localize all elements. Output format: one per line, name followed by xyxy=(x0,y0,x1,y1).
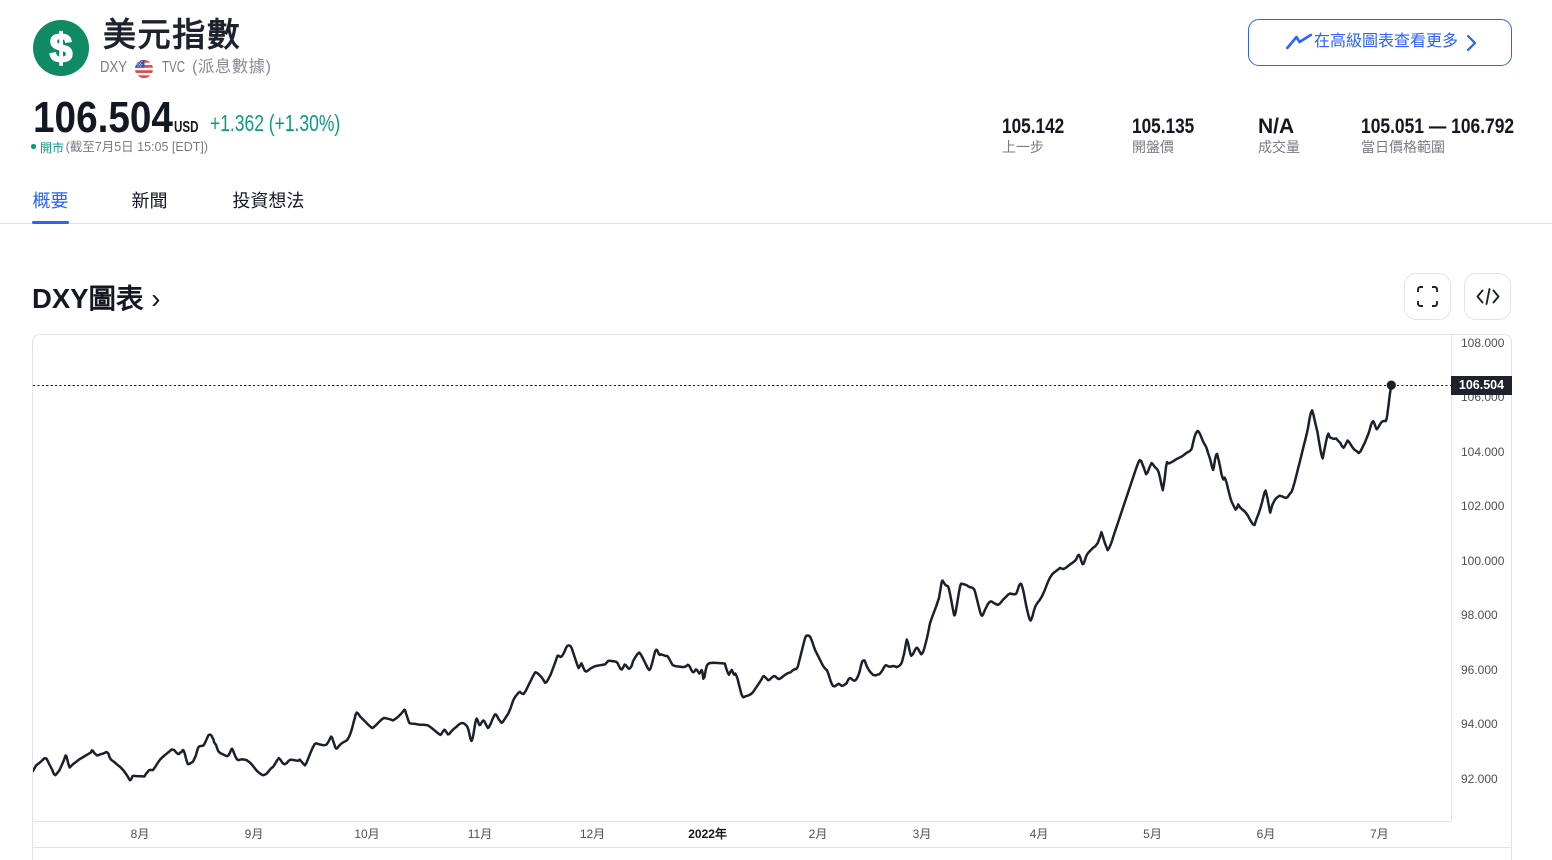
svg-text:$: $ xyxy=(50,25,73,71)
